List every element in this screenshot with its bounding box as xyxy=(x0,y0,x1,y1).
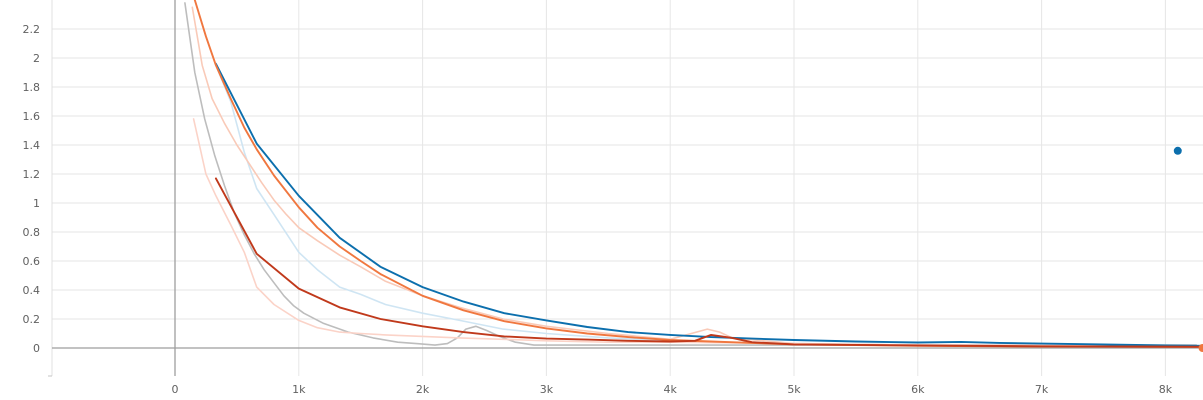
y-tick-label: 1.8 xyxy=(23,81,41,94)
data-point-1 xyxy=(1173,146,1182,155)
x-tick-label: 7k xyxy=(1035,383,1049,396)
y-tick-label: 1.6 xyxy=(23,110,41,123)
x-tick-label: 2k xyxy=(416,383,430,396)
y-tick-label: 2.2 xyxy=(23,23,41,36)
x-tick-label: 1k xyxy=(292,383,306,396)
y-tick-label: 1.2 xyxy=(23,168,41,181)
x-tick-labels: 0 1k 2k 3k 4k 5k 6k 7k 8k xyxy=(172,383,1173,396)
y-tick-label: 0.2 xyxy=(23,313,41,326)
x-tick-label: 6k xyxy=(911,383,925,396)
y-tick-label: 0 xyxy=(33,342,40,355)
y-tick-label: 1.4 xyxy=(23,139,41,152)
series-line-3 xyxy=(191,6,1198,348)
x-tick-label: 8k xyxy=(1159,383,1173,396)
y-tick-label: 0.8 xyxy=(23,226,41,239)
x-tick-label: 4k xyxy=(664,383,678,396)
axes xyxy=(48,0,1203,377)
y-tick-label: 2 xyxy=(33,52,40,65)
x-tick-label: 0 xyxy=(172,383,179,396)
x-tick-label: 3k xyxy=(540,383,554,396)
series-line-7 xyxy=(214,177,1203,348)
x-tick-label: 5k xyxy=(787,383,801,396)
y-tick-label: 1 xyxy=(33,197,40,210)
series-line-1 xyxy=(184,2,1198,346)
y-tick-labels: 0 0.2 0.4 0.6 0.8 1 1.2 1.4 1.6 1.8 2 2.2 xyxy=(23,23,41,355)
y-tick-label: 0.4 xyxy=(23,284,41,297)
series-line-6 xyxy=(193,0,1203,348)
series-line-5 xyxy=(214,62,1203,347)
series-lines xyxy=(184,0,1203,348)
grid-lines xyxy=(52,0,1203,376)
series-line-4 xyxy=(192,118,1198,348)
y-tick-label: 0.6 xyxy=(23,255,41,268)
series-line-2 xyxy=(215,64,1198,348)
data-points xyxy=(1173,146,1203,352)
data-point-2 xyxy=(1198,344,1203,352)
